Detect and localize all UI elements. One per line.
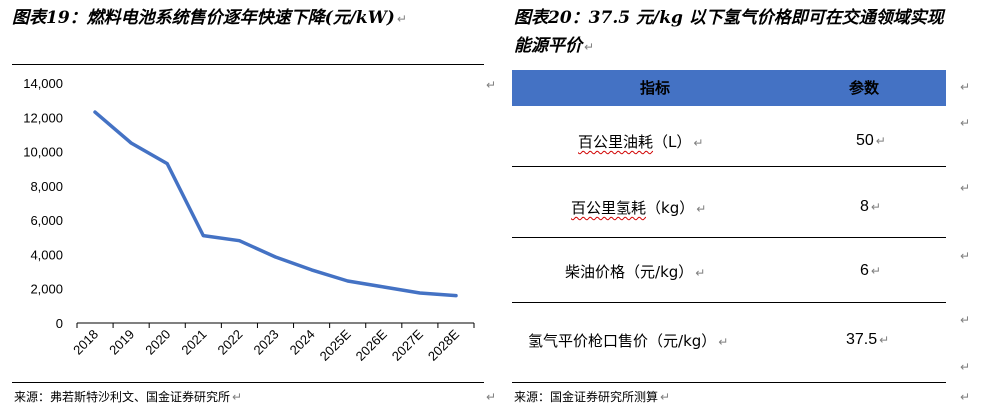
left-top-rule <box>12 64 484 65</box>
y-tick-label: 12,000 <box>23 110 63 125</box>
paragraph-mark: ↵ <box>960 249 971 263</box>
x-tick-label: 2024 <box>287 327 318 358</box>
x-tick-label: 2019 <box>106 327 137 358</box>
data-point <box>346 279 350 283</box>
x-tick-label: 2020 <box>142 327 173 358</box>
data-point <box>310 268 314 272</box>
paragraph-mark: ↵ <box>960 313 971 327</box>
paragraph-mark: ↵ <box>486 390 497 404</box>
table-header-indicator: 指标 <box>640 79 671 97</box>
table-row-divider <box>512 166 946 167</box>
left-figure-title: 图表19：燃料电池系统售价逐年快速下降(元/kW) ↵ <box>12 8 407 28</box>
y-tick-label: 14,000 <box>23 76 63 91</box>
y-tick-label: 0 <box>56 316 63 331</box>
paragraph-mark: ↵ <box>486 78 497 92</box>
data-point <box>129 141 133 145</box>
table-row-value: 37.5 ↵ <box>846 331 890 348</box>
paragraph-mark: ↵ <box>960 390 971 404</box>
data-point <box>165 162 169 166</box>
left-source-note: 来源：弗若斯特沙利文、国金证券研究所 ↵ <box>14 390 243 404</box>
right-title-line2: 能源平价 ↵ <box>514 36 595 56</box>
left-bottom-rule <box>12 382 484 383</box>
table-header-value: 参数 <box>849 79 880 97</box>
paragraph-mark: ↵ <box>960 360 971 374</box>
y-tick-label: 10,000 <box>23 145 63 160</box>
price-line-chart: 0 2,000 4,000 6,000 8,000 10,000 12,000 14,000 2… <box>0 64 500 382</box>
y-tick-label: 4,000 <box>30 247 63 262</box>
chart-svg: 0 2,000 4,000 6,000 8,000 10,000 12,000 14,000 2… <box>23 76 475 364</box>
x-tick-label: 2018 <box>70 327 101 358</box>
table-row-value: 8 ↵ <box>860 198 881 215</box>
data-point <box>418 291 422 295</box>
y-tick-label: 2,000 <box>30 282 63 297</box>
table-row-label: 柴油价格（元/kg） ↵ <box>565 263 706 281</box>
data-point <box>274 255 277 259</box>
right-figure-title: 图表20：37.5 元/kg 以下氢气价格即可在交通领域实现 能源平价 ↵ <box>514 4 944 61</box>
paragraph-mark: ↵ <box>960 80 971 94</box>
data-point <box>201 234 205 238</box>
data-point <box>454 294 458 298</box>
paragraph-mark: ↵ <box>396 12 407 26</box>
y-tick-label: 6,000 <box>30 213 63 228</box>
paragraph-mark: ↵ <box>960 181 971 195</box>
x-tick-label: 2022 <box>214 327 245 358</box>
x-tick-label: 2021 <box>178 327 209 358</box>
data-point <box>237 239 241 243</box>
right-bottom-rule <box>512 382 946 383</box>
table-row-label: 氢气平价枪口售价（元/kg） ↵ <box>528 332 729 350</box>
x-tick-label: 2026E <box>353 326 390 363</box>
table-row-label: 百公里油耗（L） ↵ <box>578 133 704 151</box>
data-point <box>93 110 97 114</box>
data-point <box>382 285 386 289</box>
y-tick-label: 8,000 <box>30 179 63 194</box>
right-source-note: 来源：国金证券研究所测算 ↵ <box>514 390 671 404</box>
right-title-line1: 图表20：37.5 元/kg 以下氢气价格即可在交通领域实现 <box>514 8 944 28</box>
table-row-value: 50 ↵ <box>856 132 886 149</box>
table-row-divider <box>512 302 946 303</box>
table-row-divider <box>512 237 946 238</box>
x-tick-label: 2023 <box>251 327 282 358</box>
table-row-value: 6 ↵ <box>860 262 881 279</box>
table-row-label: 百公里氢耗（kg） ↵ <box>571 199 707 217</box>
x-tick-label: 2027E <box>389 326 426 363</box>
paragraph-mark: ↵ <box>584 40 595 54</box>
x-tick-label: 2025E <box>317 326 354 363</box>
series-line <box>93 110 458 298</box>
x-tick-label: 2028E <box>425 326 462 363</box>
paragraph-mark: ↵ <box>960 116 971 130</box>
table-header-row: 指标 参数 <box>512 70 946 106</box>
